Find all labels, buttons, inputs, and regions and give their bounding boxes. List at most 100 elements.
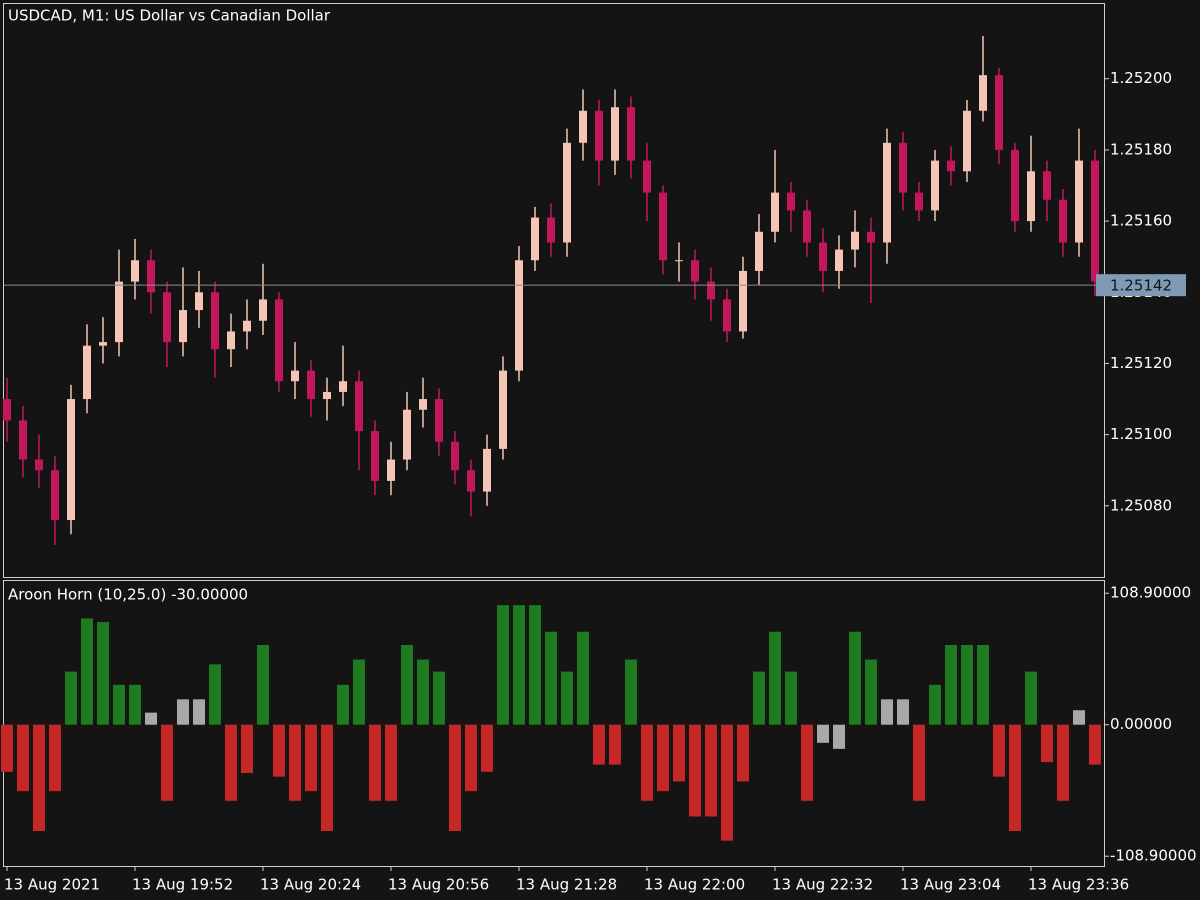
y-tick-label: 1.25080 (1110, 496, 1172, 514)
histogram-bar (65, 671, 77, 725)
candle-body (83, 345, 91, 400)
candle-body (707, 281, 715, 300)
candle-body (67, 399, 75, 521)
histogram-bar (817, 724, 829, 743)
histogram-bar (753, 671, 765, 725)
candle-body (435, 399, 443, 442)
indicator-panel-frame (3, 580, 1105, 867)
candle-body (307, 370, 315, 400)
candle-body (467, 470, 475, 492)
candle-body (931, 160, 939, 211)
histogram-bar (385, 724, 397, 801)
x-tick-label: 13 Aug 2021 (4, 876, 100, 894)
candle-body (611, 107, 619, 161)
histogram-bar (113, 684, 125, 725)
candle-body (659, 192, 667, 261)
candle-body (835, 249, 843, 271)
histogram-bar (129, 684, 141, 725)
candle-body (579, 110, 587, 143)
histogram-bar (337, 684, 349, 725)
x-tick-label: 13 Aug 20:24 (260, 876, 361, 894)
candle-body (883, 142, 891, 243)
candle-body (19, 420, 27, 460)
candle-body (1043, 171, 1051, 200)
histogram-bar (545, 631, 557, 725)
candle-body (387, 459, 395, 481)
histogram-bar (705, 724, 717, 817)
candle-body (819, 242, 827, 271)
y-tick-label: 1.25120 (1110, 354, 1172, 372)
y-tick-label: 108.90000 (1110, 584, 1191, 602)
candle-body (691, 260, 699, 282)
histogram-bar (673, 724, 685, 782)
histogram-bar (369, 724, 381, 801)
histogram-bar (177, 699, 189, 725)
histogram-bar (737, 724, 749, 782)
histogram-bar (865, 659, 877, 725)
histogram-bar (1, 724, 13, 772)
histogram-bar (785, 671, 797, 725)
histogram-bar (593, 724, 605, 765)
histogram-bar (257, 645, 269, 725)
histogram-bar (929, 684, 941, 725)
candle-body (979, 75, 987, 111)
x-tick-label: 13 Aug 22:00 (644, 876, 745, 894)
candle-body (1027, 171, 1035, 222)
x-tick-label: 13 Aug 19:52 (132, 876, 233, 894)
candle-body (227, 331, 235, 350)
histogram-bar (1041, 724, 1053, 763)
histogram-bar (417, 659, 429, 725)
histogram-bar (721, 724, 733, 841)
histogram-bar (353, 659, 365, 725)
candle-body (563, 142, 571, 243)
x-tick-label: 13 Aug 23:04 (900, 876, 1001, 894)
x-tick-label: 13 Aug 23:36 (1028, 876, 1129, 894)
x-tick-label: 13 Aug 20:56 (388, 876, 489, 894)
histogram-bar (689, 724, 701, 817)
candle-body (259, 299, 267, 321)
candle-body (99, 342, 107, 346)
histogram-bar (225, 724, 237, 801)
histogram-bar (657, 724, 669, 792)
histogram-bar (193, 699, 205, 725)
x-tick-label: 13 Aug 22:32 (772, 876, 873, 894)
histogram-bar (17, 724, 29, 792)
y-tick-label: 1.25100 (1110, 425, 1172, 443)
candle-body (867, 231, 875, 243)
price-label-box (1096, 274, 1186, 297)
histogram-bar (577, 631, 589, 725)
histogram-bar (1073, 710, 1085, 725)
histogram-bar (321, 724, 333, 831)
candle-body (51, 470, 59, 521)
candle-body (915, 192, 923, 211)
histogram-bar (305, 724, 317, 792)
histogram-bar (273, 724, 285, 777)
candle-body (451, 441, 459, 471)
candle-body (963, 110, 971, 172)
histogram-bar (513, 605, 525, 725)
candle-body (323, 391, 331, 400)
candle-body (675, 260, 683, 262)
histogram-bar (81, 618, 93, 725)
y-tick-label: 0.00000 (1110, 715, 1172, 733)
histogram-bar (161, 724, 173, 801)
histogram-bar (961, 645, 973, 725)
histogram-bar (801, 724, 813, 801)
histogram-bar (49, 724, 61, 792)
histogram-bar (993, 724, 1005, 777)
candle-body (243, 320, 251, 332)
candle-body (163, 292, 171, 343)
y-tick-label: 1.25160 (1110, 212, 1172, 230)
candle-body (131, 260, 139, 282)
candle-body (211, 292, 219, 350)
candle-body (195, 292, 203, 311)
candle-body (115, 281, 123, 343)
candle-body (355, 381, 363, 432)
histogram-bar (1025, 671, 1037, 725)
candle-body (515, 260, 523, 371)
histogram-bar (945, 645, 957, 725)
histogram-bar (561, 671, 573, 725)
candle-body (35, 459, 43, 471)
